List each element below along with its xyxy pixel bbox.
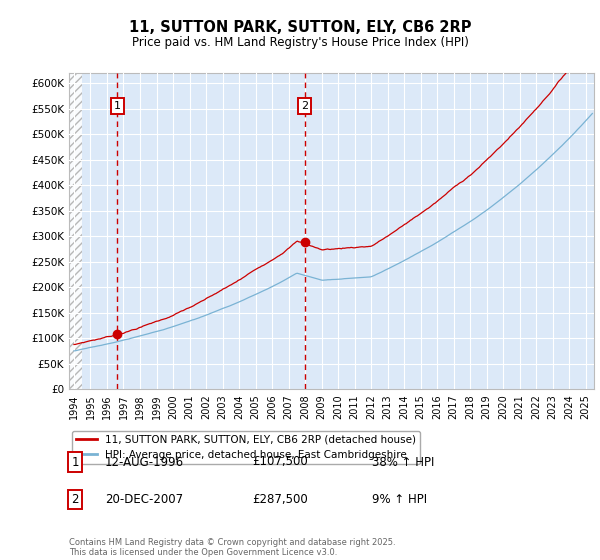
Legend: 11, SUTTON PARK, SUTTON, ELY, CB6 2RP (detached house), HPI: Average price, deta: 11, SUTTON PARK, SUTTON, ELY, CB6 2RP (d… (71, 431, 420, 464)
Text: 9% ↑ HPI: 9% ↑ HPI (372, 493, 427, 506)
Text: Price paid vs. HM Land Registry's House Price Index (HPI): Price paid vs. HM Land Registry's House … (131, 36, 469, 49)
Text: Contains HM Land Registry data © Crown copyright and database right 2025.
This d: Contains HM Land Registry data © Crown c… (69, 538, 395, 557)
Text: £287,500: £287,500 (252, 493, 308, 506)
Bar (69, 73, 82, 389)
Text: 1: 1 (71, 455, 79, 469)
Text: £107,500: £107,500 (252, 455, 308, 469)
Text: 20-DEC-2007: 20-DEC-2007 (105, 493, 183, 506)
Text: 1: 1 (113, 101, 121, 111)
Text: 2: 2 (71, 493, 79, 506)
Text: 2: 2 (301, 101, 308, 111)
Text: 38% ↑ HPI: 38% ↑ HPI (372, 455, 434, 469)
Text: 12-AUG-1996: 12-AUG-1996 (105, 455, 184, 469)
Text: 11, SUTTON PARK, SUTTON, ELY, CB6 2RP: 11, SUTTON PARK, SUTTON, ELY, CB6 2RP (129, 20, 471, 35)
